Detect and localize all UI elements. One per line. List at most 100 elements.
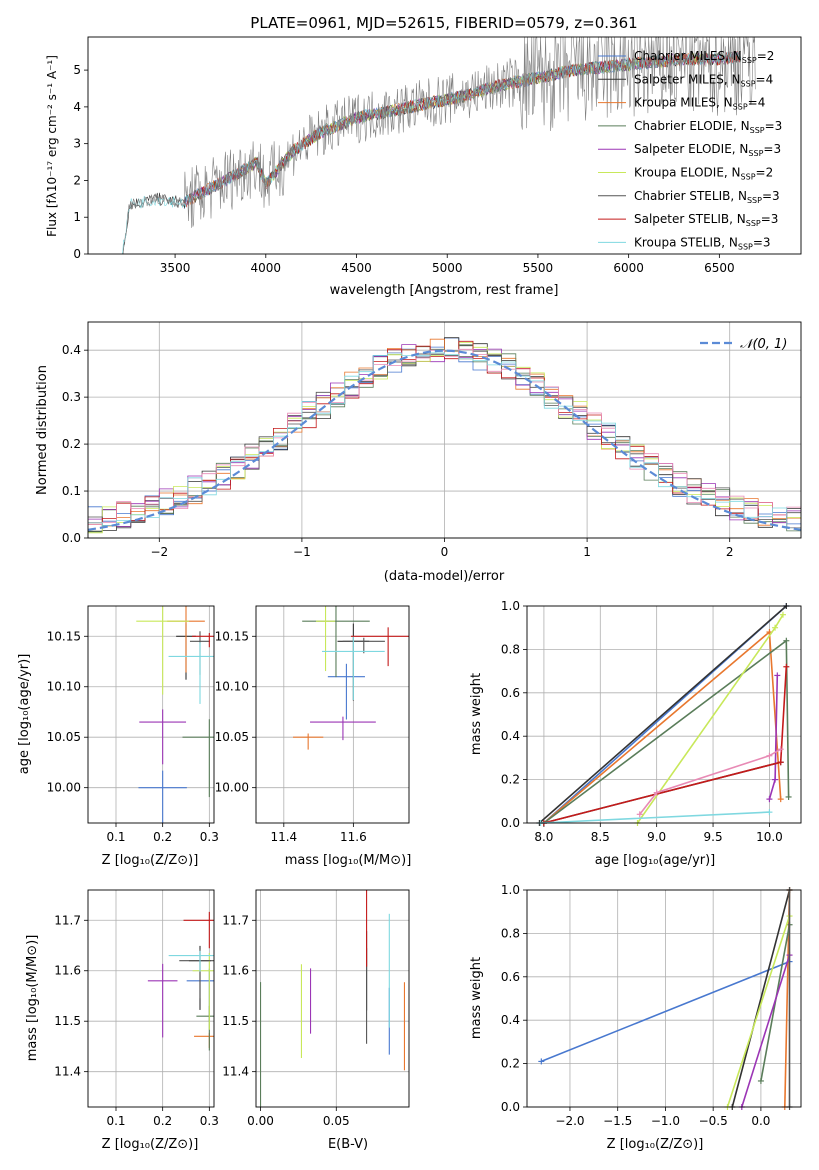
weight-line xyxy=(543,630,782,824)
x-tick-label: 10.0 xyxy=(756,830,783,844)
x-tick-label: −2.0 xyxy=(555,1114,584,1128)
x-tick-label: 9.5 xyxy=(704,830,723,844)
y-tick-label: 11.5 xyxy=(54,1014,81,1028)
y-tick-label: 10.10 xyxy=(215,680,249,694)
y-tick-label: 11.4 xyxy=(222,1065,249,1079)
x-tick-label: −1.0 xyxy=(651,1114,680,1128)
ageM-xlabel: mass [log₁₀(M/M⊙)] xyxy=(285,853,412,868)
y-tick-label: 0.6 xyxy=(501,970,520,984)
axes-frame xyxy=(87,605,215,824)
residuals-panel: −2 −1 0 1 2 0.0 0.1 0.2 0.3 0.4 xyxy=(62,321,802,559)
legend-label: Chabrier MILES, NSSP=2 xyxy=(634,49,774,65)
x-tick-label: 11.4 xyxy=(270,830,297,844)
weight-line xyxy=(543,639,790,824)
residual-histogram xyxy=(88,340,801,529)
y-tick-label: 0.0 xyxy=(501,816,520,830)
x-tick-label: 9.0 xyxy=(647,830,666,844)
spectrum-panel: 3500 4000 4500 5000 5500 6000 6500 0 1 2 3 4 5 xyxy=(73,36,802,275)
legend-value: =3 xyxy=(765,119,783,133)
legend-label: Salpeter ELODIE, NSSP=3 xyxy=(634,142,781,158)
y-tick-label: 4 xyxy=(73,100,81,114)
x-tick-label: 0.3 xyxy=(200,830,219,844)
x-tick-label: −1.5 xyxy=(603,1114,632,1128)
legend-label: Kroupa ELODIE, NSSP=2 xyxy=(634,166,773,182)
y-tick-label: 0.4 xyxy=(62,343,81,357)
legend-value: =3 xyxy=(761,212,779,226)
y-tick-label: 11.6 xyxy=(54,964,81,978)
y-tick-label: 11.5 xyxy=(222,1014,249,1028)
axes-frame xyxy=(87,321,802,539)
y-tick-label: 3 xyxy=(73,137,81,151)
residuals-ylabel: Normed distribution xyxy=(35,365,50,495)
legend-subscript: SSP xyxy=(741,79,756,88)
x-tick-label: 0.2 xyxy=(153,1114,172,1128)
weight-line xyxy=(726,915,791,1108)
x-tick-label: 2 xyxy=(726,545,734,559)
axes-frame xyxy=(526,889,802,1108)
legend-value: =2 xyxy=(757,49,775,63)
legend-label: Salpeter MILES, NSSP=4 xyxy=(634,72,773,88)
legend-label: Salpeter STELIB, NSSP=3 xyxy=(634,212,778,228)
weight-line xyxy=(741,954,791,1108)
axes-frame xyxy=(255,889,410,1108)
ageZ-xlabel: Z [log₁₀(Z/Z⊙)] xyxy=(102,853,199,868)
legend-subscript: SSP xyxy=(748,149,763,158)
x-tick-label: 6500 xyxy=(704,261,735,275)
y-tick-label: 0.0 xyxy=(501,1100,520,1114)
y-tick-label: 0.2 xyxy=(62,437,81,451)
x-tick-label: 0.1 xyxy=(106,1114,125,1128)
figure-title: PLATE=0961, MJD=52615, FIBERID=0579, z=0… xyxy=(250,14,637,32)
axes-frame xyxy=(87,889,215,1108)
legend-subscript: SSP xyxy=(746,219,761,228)
y-tick-label: 11.4 xyxy=(54,1065,81,1079)
x-tick-label: 3500 xyxy=(160,261,191,275)
weight-line xyxy=(639,748,782,815)
y-tick-label: 0.0 xyxy=(62,531,81,545)
x-tick-label: 5000 xyxy=(432,261,463,275)
legend-value: =3 xyxy=(762,189,780,203)
y-tick-label: 1 xyxy=(73,210,81,224)
mass-vs-Z-panel: 0.1 0.2 0.3 11.4 11.5 11.6 11.7 xyxy=(54,889,219,1128)
x-tick-label: 5500 xyxy=(523,261,554,275)
legend-label: Chabrier STELIB, NSSP=3 xyxy=(634,189,780,205)
mZ-ylabel: mass [log₁₀(M/M⊙)] xyxy=(25,935,40,1062)
ageZ-ylabel: age [log₁₀(age/yr)] xyxy=(17,654,32,775)
legend-label: Chabrier ELODIE, NSSP=3 xyxy=(634,119,782,135)
legend-value: =2 xyxy=(756,166,774,180)
x-tick-label: 0 xyxy=(441,545,449,559)
x-tick-label: 4000 xyxy=(251,261,282,275)
age-vs-mass-panel: 11.4 11.6 10.00 10.05 10.10 10.15 xyxy=(215,605,410,844)
legend-label: Kroupa MILES, NSSP=4 xyxy=(634,96,765,112)
x-tick-label: 4500 xyxy=(341,261,372,275)
axes-frame xyxy=(255,605,410,824)
age-vs-Z-panel: 0.1 0.2 0.3 10.00 10.05 10.10 10.15 xyxy=(47,605,219,844)
y-tick-label: 0.4 xyxy=(501,1013,520,1027)
legend-subscript: SSP xyxy=(742,56,757,65)
weight-line xyxy=(541,960,790,1063)
y-tick-label: 10.15 xyxy=(215,629,249,643)
y-tick-label: 0.1 xyxy=(62,484,81,498)
x-tick-label: −2 xyxy=(150,545,168,559)
y-tick-label: 0.3 xyxy=(62,390,81,404)
weight-vs-age-panel: 8.0 8.5 9.0 9.5 10.0 0.0 0.2 0.4 0.6 0.8 1.0 xyxy=(501,599,802,844)
x-tick-label: 1 xyxy=(583,545,591,559)
y-tick-label: 10.00 xyxy=(215,781,249,795)
x-tick-label: 0.3 xyxy=(200,1114,219,1128)
legend-label: Kroupa STELIB, NSSP=3 xyxy=(634,235,771,251)
y-tick-label: 11.6 xyxy=(222,964,249,978)
x-tick-label: −1 xyxy=(293,545,311,559)
y-tick-label: 10.15 xyxy=(47,629,81,643)
y-tick-label: 1.0 xyxy=(501,883,520,897)
legend-subscript: SSP xyxy=(738,242,753,251)
y-tick-label: 0.8 xyxy=(501,642,520,656)
y-tick-label: 1.0 xyxy=(501,599,520,613)
y-tick-label: 0.2 xyxy=(501,773,520,787)
x-tick-label: 0.0 xyxy=(751,1114,770,1128)
legend-subscript: SSP xyxy=(750,126,765,135)
y-tick-label: 0.2 xyxy=(501,1057,520,1071)
wAge-ylabel: mass weight xyxy=(469,673,484,755)
legend-subscript: SSP xyxy=(733,103,748,112)
spectrum-xlabel: wavelength [Angstrom, rest frame] xyxy=(330,283,559,298)
weight-line xyxy=(538,605,787,824)
